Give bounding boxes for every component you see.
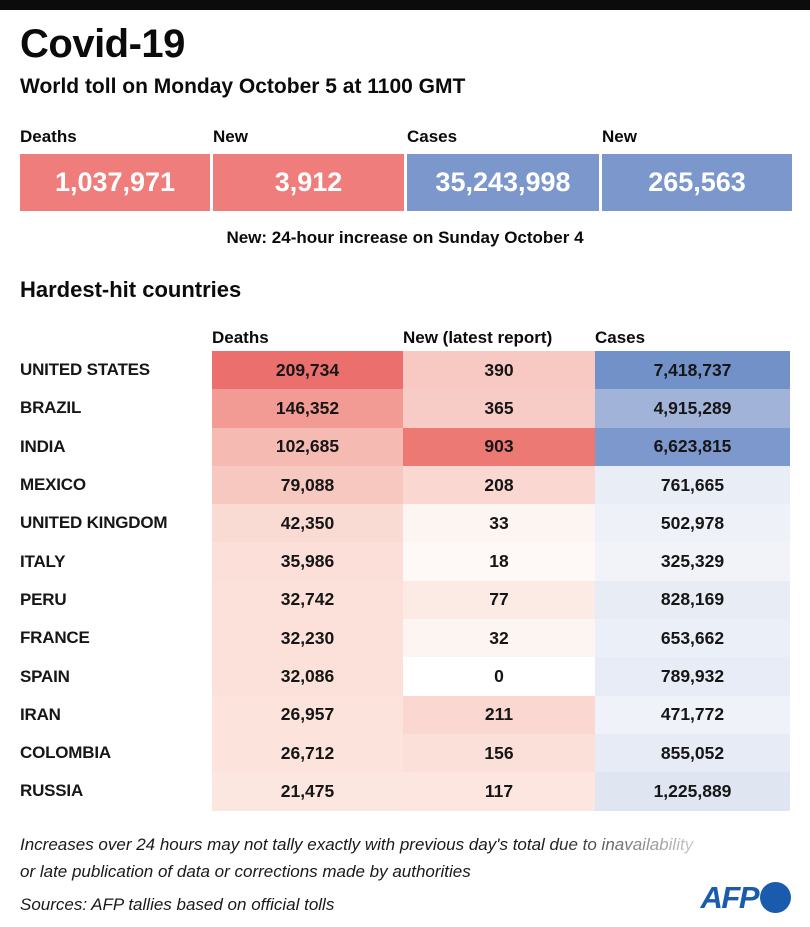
new-cell: 365 bbox=[403, 389, 595, 428]
deaths-cell: 146,352 bbox=[212, 389, 403, 428]
new-cell: 77 bbox=[403, 580, 595, 620]
footnote-line1: Increases over 24 hours may not tally ex… bbox=[20, 830, 700, 860]
deaths-cell: 32,742 bbox=[212, 580, 403, 620]
summary-label: Deaths bbox=[20, 127, 77, 146]
summary-value-box: 35,243,998 bbox=[407, 154, 599, 211]
country-name: IRAN bbox=[20, 704, 61, 724]
afp-logo-text: AFP bbox=[700, 880, 760, 915]
section-title: Hardest-hit countries bbox=[20, 277, 242, 302]
cases-cell: 7,418,737 bbox=[595, 351, 790, 390]
header-deaths: Deaths bbox=[212, 328, 269, 347]
table-row: INDIA 102,685 903 6,623,815 bbox=[20, 427, 790, 466]
summary-value-box: 3,912 bbox=[213, 154, 404, 211]
summary-label: New bbox=[602, 127, 637, 146]
new-cell: 32 bbox=[403, 619, 595, 658]
table-header: Deaths New (latest report) Cases bbox=[20, 323, 790, 351]
deaths-cell: 21,475 bbox=[212, 772, 403, 811]
country-name: SPAIN bbox=[20, 666, 70, 686]
cases-cell: 325,329 bbox=[595, 542, 790, 581]
summary-value-box: 1,037,971 bbox=[20, 154, 210, 211]
new-cell: 211 bbox=[403, 695, 595, 734]
deaths-cell: 102,685 bbox=[212, 427, 403, 466]
footnote: Increases over 24 hours may not tally ex… bbox=[20, 830, 790, 885]
top-bar bbox=[0, 0, 810, 10]
cases-cell: 502,978 bbox=[595, 504, 790, 543]
page-subtitle: World toll on Monday October 5 at 1100 G… bbox=[20, 75, 466, 98]
country-name: RUSSIA bbox=[20, 781, 84, 801]
summary-label: New bbox=[213, 127, 248, 146]
cases-cell: 653,662 bbox=[595, 619, 790, 658]
countries-table: UNITED STATES 209,734 390 7,418,737 BRAZIL 14… bbox=[20, 351, 790, 811]
new-cell: 117 bbox=[403, 772, 595, 811]
table-row: MEXICO 79,088 208 761,665 bbox=[20, 465, 790, 505]
new-cell: 33 bbox=[403, 504, 595, 543]
country-name: COLOMBIA bbox=[20, 743, 111, 763]
table-row: UNITED STATES 209,734 390 7,418,737 bbox=[20, 351, 790, 390]
deaths-cell: 209,734 bbox=[212, 351, 403, 390]
table-row: UNITED KINGDOM 42,350 33 502,978 bbox=[20, 504, 790, 543]
cases-cell: 6,623,815 bbox=[595, 427, 790, 466]
deaths-cell: 26,957 bbox=[212, 695, 403, 734]
country-name: MEXICO bbox=[20, 475, 86, 495]
table-row: BRAZIL 146,352 365 4,915,289 bbox=[20, 389, 790, 428]
country-name: UNITED KINGDOM bbox=[20, 513, 168, 533]
deaths-cell: 79,088 bbox=[212, 465, 403, 505]
summary-item-cases-2: Cases 35,243,998 bbox=[407, 126, 599, 211]
summary-item-deaths-0: Deaths 1,037,971 bbox=[20, 126, 210, 211]
summary-value-box: 265,563 bbox=[602, 154, 792, 211]
deaths-cell: 32,230 bbox=[212, 619, 403, 658]
country-name: UNITED STATES bbox=[20, 360, 150, 380]
cases-cell: 789,932 bbox=[595, 657, 790, 696]
afp-logo: AFP bbox=[700, 880, 791, 915]
table-row: SPAIN 32,086 0 789,932 bbox=[20, 657, 790, 696]
country-name: INDIA bbox=[20, 436, 66, 456]
cases-cell: 761,665 bbox=[595, 465, 790, 505]
cases-cell: 1,225,889 bbox=[595, 772, 790, 811]
new-cell: 18 bbox=[403, 542, 595, 581]
page-title: Covid-19 bbox=[20, 22, 185, 66]
world-summary: Deaths 1,037,971 New 3,912 Cases 35,243,998 Ne… bbox=[20, 126, 792, 211]
table-row: COLOMBIA 26,712 156 855,052 bbox=[20, 733, 790, 773]
deaths-cell: 35,986 bbox=[212, 542, 403, 581]
afp-logo-circle-icon bbox=[760, 882, 791, 913]
new-cell: 156 bbox=[403, 733, 595, 773]
sources-line: Sources: AFP tallies based on official t… bbox=[20, 894, 335, 914]
table-row: ITALY 35,986 18 325,329 bbox=[20, 542, 790, 581]
country-name: FRANCE bbox=[20, 628, 90, 648]
summary-label: Cases bbox=[407, 127, 458, 146]
summary-item-new-3: New 265,563 bbox=[602, 126, 792, 211]
new-cell: 0 bbox=[403, 657, 595, 696]
header-cases: Cases bbox=[595, 328, 646, 347]
header-new: New (latest report) bbox=[403, 328, 553, 347]
summary-item-new-1: New 3,912 bbox=[213, 126, 404, 211]
deaths-cell: 26,712 bbox=[212, 733, 403, 773]
cases-cell: 471,772 bbox=[595, 695, 790, 734]
country-name: BRAZIL bbox=[20, 398, 82, 418]
footnote-line1-text: Increases over 24 hours may not tally ex… bbox=[20, 834, 694, 854]
cases-cell: 855,052 bbox=[595, 733, 790, 773]
country-name: ITALY bbox=[20, 551, 66, 571]
table-row: RUSSIA 21,475 117 1,225,889 bbox=[20, 772, 790, 811]
cases-cell: 828,169 bbox=[595, 580, 790, 620]
new-cell: 390 bbox=[403, 351, 595, 390]
summary-note: New: 24-hour increase on Sunday October … bbox=[226, 228, 584, 247]
deaths-cell: 32,086 bbox=[212, 657, 403, 696]
new-cell: 903 bbox=[403, 427, 595, 466]
deaths-cell: 42,350 bbox=[212, 504, 403, 543]
infographic: Covid-19 World toll on Monday October 5 … bbox=[0, 23, 810, 916]
cases-cell: 4,915,289 bbox=[595, 389, 790, 428]
table-row: IRAN 26,957 211 471,772 bbox=[20, 695, 790, 734]
footnote-line2: or late publication of data or correctio… bbox=[20, 861, 471, 881]
table-row: FRANCE 32,230 32 653,662 bbox=[20, 619, 790, 658]
country-name: PERU bbox=[20, 589, 67, 609]
new-cell: 208 bbox=[403, 465, 595, 505]
table-row: PERU 32,742 77 828,169 bbox=[20, 580, 790, 620]
